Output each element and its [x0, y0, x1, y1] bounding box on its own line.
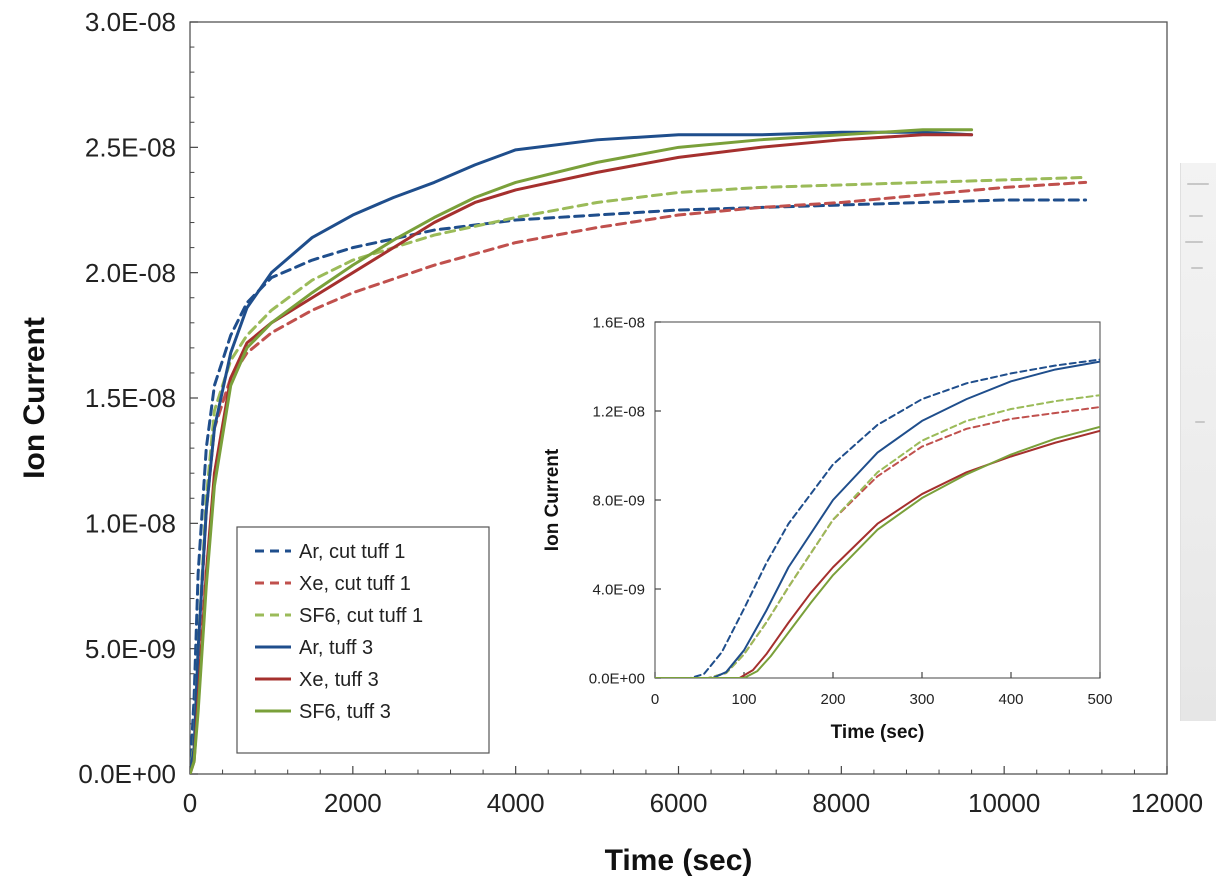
- main-x-tick-label: 0: [183, 788, 197, 818]
- inset-plot-area: [654, 321, 1101, 679]
- inset-y-tick-label: 1.2E-08: [592, 403, 645, 420]
- inset-y-tick-label: 4.0E-09: [592, 581, 645, 598]
- inset-x-axis-title: Time (sec): [831, 722, 925, 743]
- main-y-tick-label: 1.5E-08: [85, 383, 176, 413]
- main-y-tick-label: 0.0E+00: [78, 759, 176, 789]
- inset-x-tick-label: 500: [1087, 691, 1112, 708]
- main-y-axis-title: Ion Current: [18, 317, 51, 479]
- legend-label-sf6-tuff-3: SF6, tuff 3: [299, 701, 391, 723]
- main-x-tick-label: 4000: [487, 788, 545, 818]
- inset-y-axis-title: Ion Current: [542, 448, 563, 551]
- main-x-tick-label: 10000: [968, 788, 1040, 818]
- main-y-tick-label: 2.0E-08: [85, 258, 176, 288]
- main-series-ar-cut-tuff-1: [190, 198, 1088, 774]
- main-x-tick-label: 2000: [324, 788, 382, 818]
- inset-x-tick-label: 0: [651, 691, 659, 708]
- inset-series-ar-tuff-3: [655, 360, 1100, 678]
- legend-label-xe-cut-tuff-1: Xe, cut tuff 1: [299, 573, 411, 595]
- inset-x-tick-label: 300: [909, 691, 934, 708]
- inset-y-tick-label: 8.0E-09: [592, 492, 645, 509]
- main-y-tick-label: 5.0E-09: [85, 634, 176, 664]
- main-y-tick-label: 1.0E-08: [85, 508, 176, 538]
- main-series-ar-tuff-3: [190, 130, 974, 774]
- inset-y-tick-label: 0.0E+00: [589, 670, 645, 687]
- inset-y-tick-label: 1.6E-08: [592, 314, 645, 331]
- legend-label-sf6-cut-tuff-1: SF6, cut tuff 1: [299, 605, 423, 627]
- legend-label-xe-tuff-3: Xe, tuff 3: [299, 669, 379, 691]
- inset-series-sf6-tuff-3: [655, 425, 1100, 678]
- main-x-tick-label: 8000: [812, 788, 870, 818]
- inset-plot: 0.0E+00 4.0E-09 8.0E-09 1.2E-08 1.6E-08 0 100 2…: [542, 314, 1113, 743]
- inset-series-xe-tuff-3: [655, 429, 1100, 678]
- main-y-tick-label: 2.5E-08: [85, 132, 176, 162]
- inset-x-tick-label: 400: [998, 691, 1023, 708]
- main-series-sf6-tuff-3: [190, 128, 974, 774]
- legend-box: [236, 526, 490, 754]
- legend: Ar, cut tuff 1 Xe, cut tuff 1 SF6, cut tuf…: [236, 526, 490, 754]
- legend-label-ar-tuff-3: Ar, tuff 3: [299, 637, 373, 659]
- inset-series-ar-cut-tuff-1: [655, 358, 1100, 678]
- inset-x-tick-label: 100: [731, 691, 756, 708]
- main-x-tick-label: 12000: [1131, 788, 1203, 818]
- inset-x-tick-label: 200: [820, 691, 845, 708]
- background-photo-fragment: [1180, 163, 1216, 721]
- main-x-axis-title: Time (sec): [605, 844, 753, 877]
- legend-label-ar-cut-tuff-1: Ar, cut tuff 1: [299, 541, 405, 563]
- main-y-tick-label: 3.0E-08: [85, 7, 176, 37]
- main-x-tick-label: 6000: [650, 788, 708, 818]
